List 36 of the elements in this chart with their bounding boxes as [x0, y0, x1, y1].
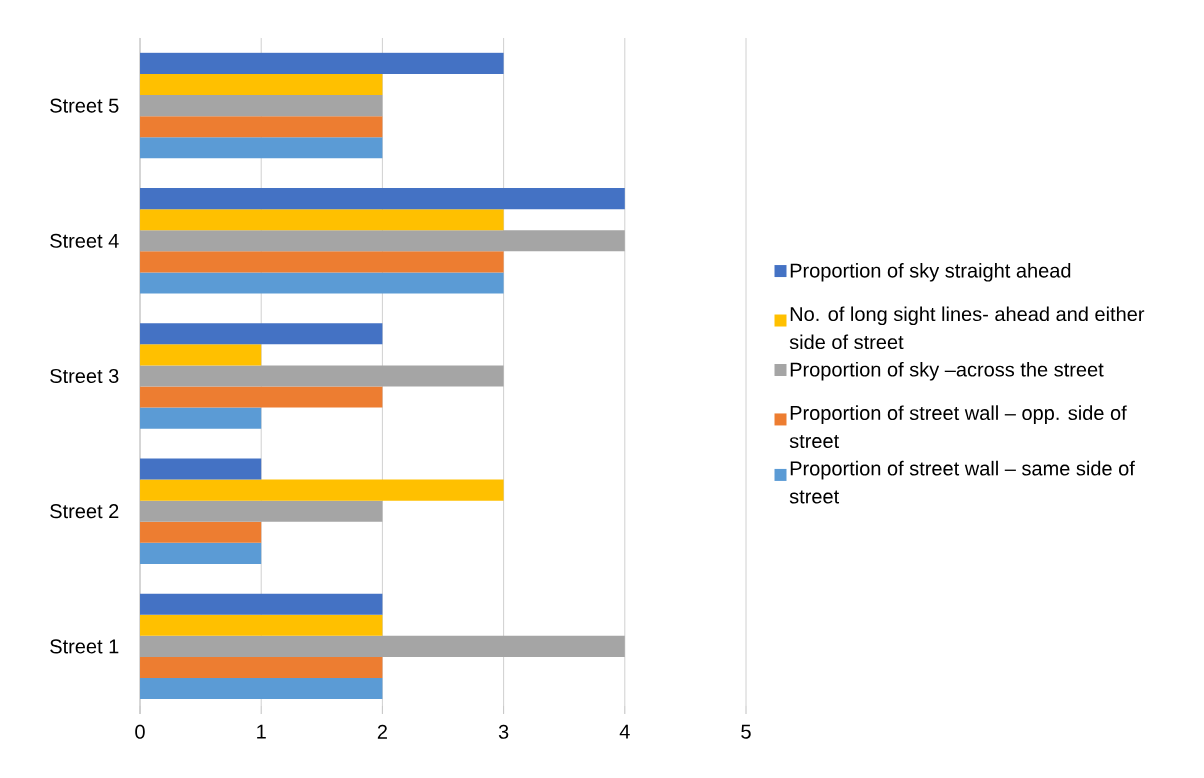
y-tick-label: Street 2 [50, 504, 119, 519]
bar [140, 614, 383, 636]
legend-label: Proportion of street wall – same side of street [789, 460, 1135, 504]
bar [140, 137, 383, 159]
y-tick-label: Street 4 [50, 233, 119, 248]
bar [140, 344, 262, 366]
bar [140, 407, 262, 429]
legend-label: Proportion of sky straight ahead [790, 262, 1071, 282]
x-tick-label: 2 [377, 724, 387, 739]
bar [140, 209, 504, 231]
bar [140, 593, 383, 615]
bar [140, 656, 383, 679]
bar [140, 521, 262, 543]
bar [140, 251, 504, 273]
bar [140, 73, 383, 96]
legend-label: Proportion of sky –across the street [790, 361, 1104, 381]
y-tick-label: Street 1 [50, 639, 119, 654]
bar [140, 116, 383, 138]
bar [140, 458, 262, 480]
bar [140, 678, 383, 700]
bar [140, 479, 504, 501]
x-tick-label: 1 [257, 724, 266, 739]
x-tick-label: 5 [741, 724, 751, 739]
y-tick-label: Street 5 [50, 98, 119, 113]
bar [140, 386, 383, 408]
legend-label: Proportion of street wall – opp. side of street [789, 405, 1127, 449]
legend-label: No. of long sight lines- ahead and either side of street [789, 306, 1145, 350]
x-tick-label: 0 [135, 724, 145, 739]
y-tick-label: Street 3 [50, 368, 119, 384]
bar [140, 542, 262, 564]
bar [140, 188, 625, 210]
bar [140, 323, 383, 345]
bar [140, 52, 504, 74]
x-tick-label: 3 [498, 724, 509, 739]
bar [140, 272, 504, 294]
x-tick-label: 4 [619, 724, 630, 739]
